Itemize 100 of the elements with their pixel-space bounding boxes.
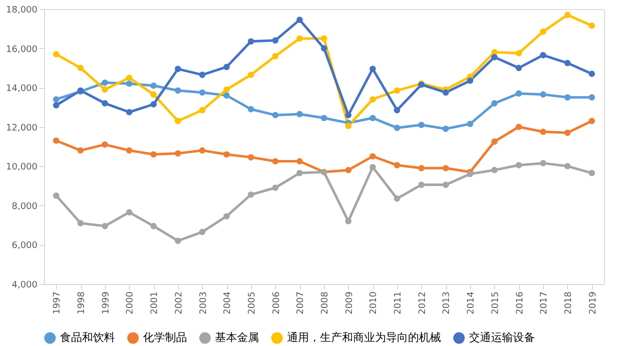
legend-label: 基本金属 (215, 331, 259, 344)
point (418, 164, 425, 172)
point (102, 80, 108, 86)
point (53, 192, 60, 199)
point (248, 106, 254, 112)
point (442, 89, 449, 96)
point (516, 124, 522, 130)
x-tick-label: 2013 (442, 292, 452, 314)
point (223, 92, 230, 99)
point (370, 66, 376, 72)
point (296, 158, 303, 164)
legend-label: 食品和饮料 (60, 331, 115, 344)
point (272, 112, 278, 118)
point (442, 182, 449, 188)
point (150, 82, 157, 89)
point (199, 228, 206, 236)
point (540, 52, 546, 58)
y-tick-label: 18,000 (6, 6, 38, 16)
legend-label: 交通运输设备 (469, 331, 535, 344)
y-tick-label: 6,000 (12, 241, 38, 252)
x-tick-label: 1998 (77, 291, 88, 314)
point (394, 195, 400, 202)
point (223, 64, 230, 70)
point (394, 162, 400, 168)
point (102, 222, 108, 230)
point (540, 28, 546, 35)
point (150, 222, 157, 230)
point (126, 147, 132, 154)
point (540, 160, 546, 166)
point (394, 107, 400, 114)
x-tick-label: 2019 (588, 291, 598, 314)
point (345, 166, 352, 174)
x-tick-label: 1997 (52, 292, 63, 314)
point (174, 238, 182, 244)
point (564, 94, 571, 101)
point (491, 138, 498, 145)
point (102, 86, 108, 93)
x-tick-label: 2000 (126, 291, 136, 314)
point (370, 114, 376, 122)
point (248, 154, 254, 160)
y-tick-label: 10,000 (6, 162, 38, 173)
point (199, 147, 206, 154)
point (248, 38, 254, 45)
point (174, 150, 182, 157)
point (491, 166, 498, 174)
point (53, 51, 60, 58)
x-tick-label: 2014 (466, 291, 477, 314)
point (223, 151, 230, 158)
point (248, 72, 254, 78)
point (248, 191, 254, 198)
point (588, 94, 595, 101)
point (418, 122, 425, 128)
point (588, 170, 595, 176)
point (77, 220, 84, 226)
point (564, 162, 571, 170)
point (394, 124, 400, 131)
point (223, 213, 230, 220)
x-tick-label: 2006 (272, 291, 282, 314)
x-tick-label: 2009 (344, 291, 355, 314)
x-tick-label: 2011 (394, 292, 404, 314)
point (53, 137, 60, 144)
point (540, 128, 546, 135)
point (345, 122, 352, 130)
point (588, 70, 595, 77)
point (466, 78, 474, 84)
point (516, 64, 522, 72)
point (516, 90, 522, 97)
legend-label: 化学制品 (143, 331, 187, 344)
point (126, 108, 132, 116)
x-tick-label: 2001 (150, 292, 160, 314)
x-tick-label: 2003 (198, 292, 209, 314)
y-tick-label: 8,000 (12, 202, 38, 212)
x-tick-label: 2004 (223, 291, 234, 314)
point (223, 86, 230, 93)
point (588, 22, 595, 29)
x-tick-label: 2008 (320, 291, 330, 314)
x-tick-label: 2016 (515, 291, 526, 314)
y-tick-label: 16,000 (6, 44, 38, 55)
x-tick-label: 2005 (247, 292, 258, 314)
x-tick-label: 2018 (564, 291, 574, 314)
point (588, 118, 595, 124)
point (345, 218, 352, 224)
point (296, 170, 303, 176)
point (174, 87, 182, 94)
point (77, 64, 84, 72)
legend-label: 通用，生产和商业为导向的机械 (287, 331, 441, 344)
point (272, 158, 278, 164)
point (345, 112, 352, 118)
x-tick-label: 2010 (369, 291, 380, 314)
point (272, 52, 278, 60)
point (564, 12, 571, 18)
x-tick-label: 2002 (174, 292, 184, 314)
point (564, 130, 571, 136)
point (442, 126, 449, 132)
point (102, 100, 108, 106)
point (370, 96, 376, 103)
point (320, 45, 328, 52)
point (320, 35, 328, 42)
point (272, 37, 278, 44)
point (126, 209, 132, 216)
